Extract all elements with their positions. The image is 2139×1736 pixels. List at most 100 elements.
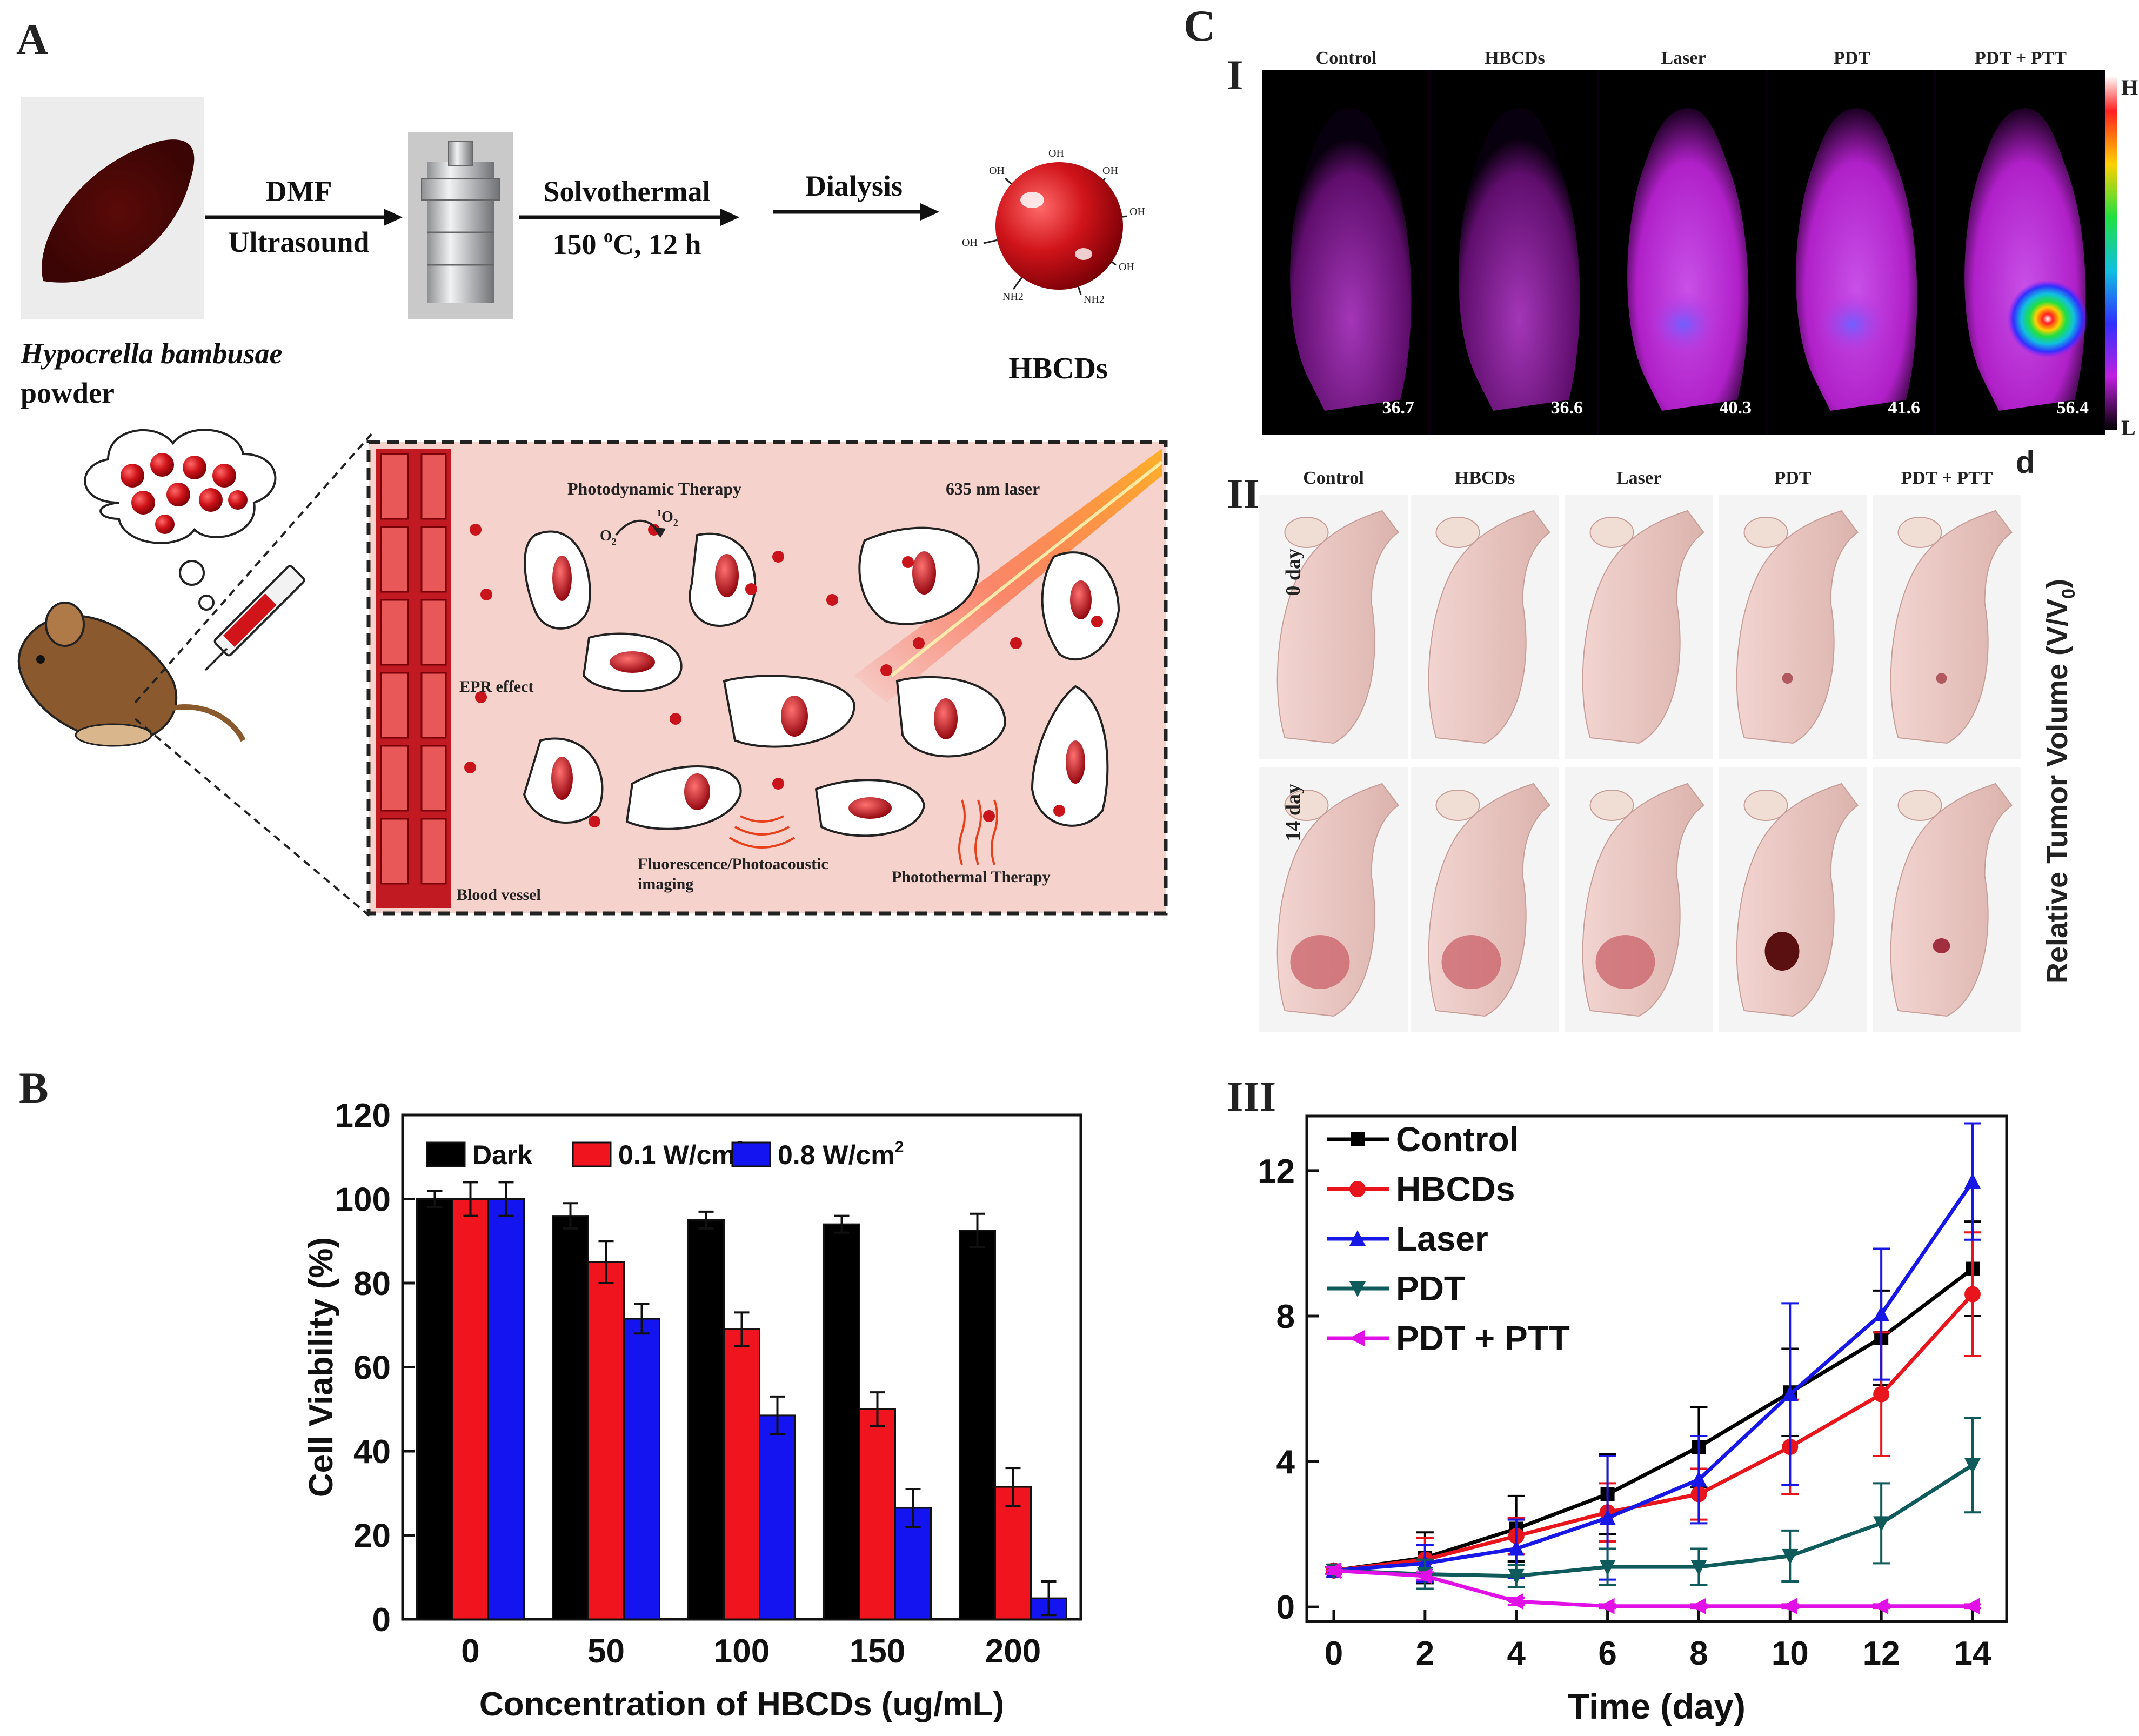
thermal-group-label: HBCDs — [1485, 48, 1545, 68]
bar — [416, 1198, 453, 1620]
hbcd-particle: OH OH OH OH NH2 NH2 OH OH — [962, 148, 1145, 305]
group-label: OH — [1129, 206, 1145, 218]
thermal-mouse-silhouette — [1290, 108, 1412, 411]
mouse-ear — [1743, 790, 1788, 821]
row-iii-label: III — [1227, 1073, 1276, 1120]
data-point — [1508, 1568, 1525, 1585]
mouse-ear — [1435, 790, 1480, 821]
data-point — [1325, 1562, 1341, 1579]
data-point — [1351, 1132, 1365, 1146]
photo-group-label: PDT — [1775, 468, 1812, 488]
mouse-body — [1276, 510, 1399, 744]
mouse-ear — [1897, 790, 1942, 821]
data-point — [1690, 1560, 1707, 1576]
mouse-ear — [1284, 517, 1329, 548]
mouse-body — [1890, 783, 2013, 1017]
data-point — [1964, 1173, 1981, 1189]
data-point — [1873, 1305, 1890, 1321]
bar — [859, 1408, 896, 1620]
x-tick-label: 14 — [1954, 1635, 1991, 1672]
mouse-body — [1890, 510, 2013, 744]
step2-top-label: Solvothermal — [544, 175, 711, 208]
group-label: NH2 — [1002, 291, 1024, 303]
imaging-label-line1: Fluorescence/Photoacoustic — [638, 855, 828, 873]
day0-label: 0 day — [1282, 549, 1305, 596]
row-i-label: I — [1227, 51, 1243, 98]
step2-bottom-label: 150 oC, 12 h — [552, 226, 701, 261]
mouse-illustration — [17, 602, 246, 747]
data-point — [1508, 1540, 1525, 1556]
panel-b: B 0 20 40 60 80 100 120 0 50 100 150 200 Concentrati… — [19, 1063, 1082, 1723]
data-point — [1782, 1548, 1799, 1565]
y-tick-label: 60 — [353, 1350, 391, 1387]
data-point — [1690, 1471, 1707, 1487]
heat-spot — [1646, 292, 1721, 357]
bar — [994, 1486, 1032, 1620]
photo-group-label: Laser — [1616, 468, 1661, 488]
bar — [759, 1414, 796, 1620]
oxygen-label: O2 — [600, 528, 617, 547]
data-point — [1964, 1598, 1980, 1614]
ptt-label: Photothermal Therapy — [892, 868, 1051, 886]
bar — [487, 1198, 525, 1620]
temperature-readout: 40.3 — [1720, 398, 1752, 418]
x-tick-label: 50 — [587, 1633, 625, 1670]
group-label: OH — [962, 237, 978, 249]
series-pdt — [1325, 1417, 1981, 1590]
mouse-body — [1582, 510, 1704, 744]
panel-a-label: A — [16, 15, 48, 64]
series-line — [1333, 1463, 1974, 1578]
thermal-group-label: PDT + PTT — [1975, 48, 2067, 68]
step1-top-label: DMF — [266, 175, 332, 208]
panel-c: C I Control 36.7 HBCDs 36.6 Laser 40.3 PDT 41.6… — [1184, 1, 2138, 1726]
x-tick-label: 150 — [850, 1633, 905, 1670]
data-point — [1873, 1386, 1890, 1403]
y-tick-label: 0 — [1276, 1589, 1295, 1626]
thermal-image-row: Control 36.7 HBCDs 36.6 Laser 40.3 PDT 41.6 PDT … — [1262, 48, 2105, 435]
hbcds-label: HBCDs — [1008, 352, 1108, 385]
legend-label: PDT — [1396, 1269, 1465, 1308]
bar-chart: 0 20 40 60 80 100 120 0 50 100 150 200 Concentration… — [303, 1097, 1082, 1723]
x-tick-label: 10 — [1772, 1635, 1809, 1672]
heat-spot — [1814, 292, 1890, 357]
series-pdt-ptt — [1325, 1562, 1981, 1614]
mouse-ear — [1743, 517, 1788, 548]
group-label: NH2 — [1084, 293, 1105, 305]
thought-bubble — [84, 429, 277, 611]
y-tick-label: 120 — [335, 1097, 391, 1134]
plot-frame — [1305, 1114, 2008, 1623]
data-point — [1873, 1598, 1889, 1614]
y-tick-label: 100 — [335, 1181, 391, 1219]
row-ii-label: II — [1227, 470, 1260, 517]
powder-word: powder — [21, 377, 115, 409]
mouse-ear — [1284, 790, 1329, 821]
series-line — [1333, 1568, 1973, 1608]
series-line — [1333, 1267, 1974, 1573]
bar — [823, 1223, 860, 1620]
legend-label: PDT + PTT — [1396, 1319, 1570, 1358]
thermal-group-label: PDT — [1834, 48, 1870, 68]
x-tick-label: 200 — [985, 1633, 1041, 1670]
x-tick-label: 4 — [1507, 1635, 1526, 1672]
x-tick-label: 0 — [1325, 1635, 1343, 1672]
step3-top-label: Dialysis — [805, 170, 903, 202]
legend-label: HBCDs — [1396, 1170, 1515, 1208]
legend-label: 0.1 W/cm2 — [618, 1138, 744, 1170]
laser-beam — [854, 449, 1162, 703]
x-tick-label: 0 — [461, 1633, 479, 1670]
group-label: OH — [1102, 165, 1118, 177]
y-tick-label: 12 — [1258, 1153, 1295, 1190]
data-point — [1349, 1181, 1366, 1197]
data-point — [1781, 1598, 1797, 1614]
legend-label: 0.8 W/cm2 — [778, 1138, 904, 1170]
side-ylabel: Relative Tumor Volume (V/V0) — [2041, 579, 2079, 984]
panel-a: A Hypocrella bambusae powder DMF Ultraso… — [16, 15, 1168, 920]
bar — [552, 1215, 589, 1620]
data-point — [1507, 1593, 1523, 1610]
particle-sphere — [995, 162, 1123, 290]
x-tick-label: 12 — [1863, 1635, 1900, 1672]
mouse-body — [1428, 510, 1550, 744]
legend-label: Laser — [1396, 1219, 1488, 1258]
x-tick-label: 2 — [1416, 1635, 1434, 1672]
